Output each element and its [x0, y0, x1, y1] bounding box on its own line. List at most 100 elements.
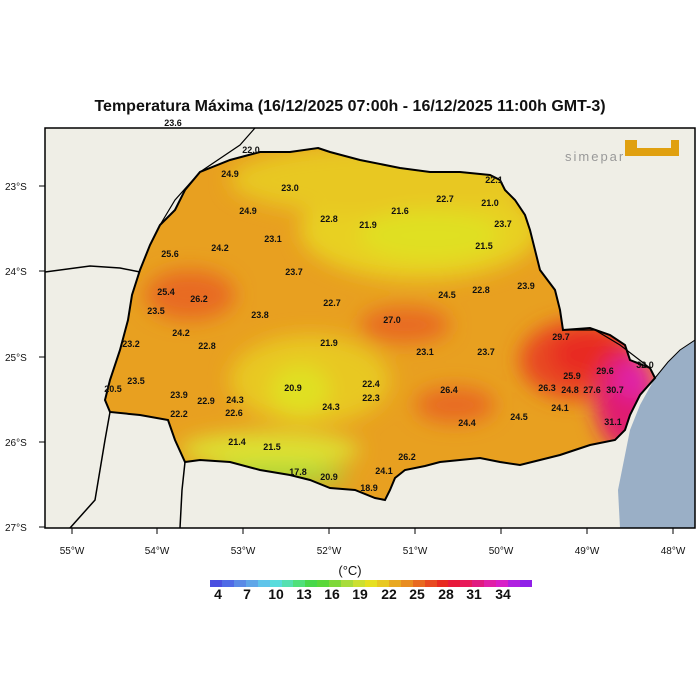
station-value: 24.5: [510, 412, 528, 422]
station-value: 23.5: [147, 306, 165, 316]
station-value: 24.3: [226, 395, 244, 405]
coastline: [654, 339, 695, 379]
colorbar-swatch: [519, 580, 532, 587]
station-value: 26.2: [190, 294, 208, 304]
station-value: 24.1: [375, 466, 393, 476]
colorbar-swatch: [400, 580, 413, 587]
station-value: 23.7: [477, 347, 495, 357]
colorbar-swatch: [496, 580, 509, 587]
station-value: 20.5: [104, 384, 122, 394]
colorbar-label: 34: [495, 586, 511, 602]
colorbar-swatch: [472, 580, 485, 587]
colorbar-swatch: [388, 580, 401, 587]
station-value: 23.1: [416, 347, 434, 357]
lat-tick-label: 23°S: [5, 182, 27, 193]
station-value: 22.0: [242, 145, 260, 155]
station-value: 23.2: [122, 339, 140, 349]
colorbar-swatch: [412, 580, 425, 587]
state-border: [563, 329, 651, 369]
station-value: 22.8: [320, 214, 338, 224]
map-title: Temperatura Máxima (16/12/2025 07:00h - …: [94, 98, 606, 115]
station-value: 20.9: [320, 472, 338, 482]
station-value: 24.2: [172, 328, 190, 338]
country-border: [69, 411, 111, 528]
station-value: 21.6: [391, 206, 409, 216]
lat-tick-label: 25°S: [5, 353, 27, 364]
state-border: [179, 461, 186, 528]
station-value: 23.9: [170, 390, 188, 400]
station-value: 21.5: [475, 241, 493, 251]
station-value: 22.1: [485, 175, 503, 185]
station-value: 23.9: [517, 281, 535, 291]
colorbar-label: 4: [214, 586, 222, 602]
station-value: 24.8: [561, 385, 579, 395]
colorbar-label: 19: [352, 586, 368, 602]
lon-tick-label: 54°W: [145, 546, 170, 557]
lon-tick-label: 52°W: [317, 546, 342, 557]
colorbar-label: 31: [466, 586, 482, 602]
colorbar-swatch: [508, 580, 520, 587]
station-value: 22.9: [197, 396, 215, 406]
colorbar-label: 13: [296, 586, 312, 602]
station-value: 22.7: [323, 298, 341, 308]
station-value: 29.6: [596, 366, 614, 376]
colorbar-swatch: [210, 580, 222, 587]
lat-tick-label: 26°S: [5, 438, 27, 449]
lon-tick-label: 53°W: [231, 546, 256, 557]
station-value: 22.4: [362, 379, 380, 389]
station-value: 29.7: [552, 332, 570, 342]
station-value: 23.5: [127, 376, 145, 386]
station-value: 22.3: [362, 393, 380, 403]
station-value: 24.3: [322, 402, 340, 412]
country-border: [45, 265, 141, 273]
station-value: 26.4: [440, 385, 458, 395]
station-value: 21.9: [320, 338, 338, 348]
state-border: [159, 128, 256, 226]
station-value: 32.0: [636, 360, 654, 370]
station-value: 23.8: [251, 310, 269, 320]
station-value: 22.8: [198, 341, 216, 351]
colorbar-label: 10: [268, 586, 284, 602]
lat-tick-label: 24°S: [5, 267, 27, 278]
longitude-ticks: 55°W 54°W 53°W 52°W 51°W 50°W 49°W 48°W: [60, 528, 686, 557]
station-value: 30.7: [606, 385, 624, 395]
colorbar-swatch: [376, 580, 389, 587]
colorbar-label: 28: [438, 586, 454, 602]
station-value: 21.5: [263, 442, 281, 452]
map-frame: [44, 127, 696, 529]
parana-state-border: [103, 146, 657, 502]
ocean: [618, 340, 695, 528]
latitude-ticks: 23°S 24°S 25°S 26°S 27°S: [5, 182, 45, 534]
station-value: 22.7: [436, 194, 454, 204]
station-labels: 23.6 22.0 24.9 23.0 24.9 22.8 21.9 21.6 22.7 21.0…: [104, 118, 654, 493]
colorbar-swatch: [364, 580, 377, 587]
station-value: 24.1: [551, 403, 569, 413]
colorbar-swatch: [424, 580, 437, 587]
station-value: 25.4: [157, 287, 175, 297]
station-value: 21.4: [228, 437, 246, 447]
lon-tick-label: 55°W: [60, 546, 85, 557]
station-value: 23.6: [164, 118, 182, 128]
svg-text:simepar: simepar: [565, 149, 625, 164]
station-value: 21.0: [481, 198, 499, 208]
colorbar-swatch: [329, 580, 342, 587]
colorbar-swatch: [341, 580, 354, 587]
simepar-logo: simepar: [565, 140, 679, 164]
station-value: 27.0: [383, 315, 401, 325]
colorbar-swatch: [281, 580, 294, 587]
colorbar-swatch: [305, 580, 318, 587]
station-value: 24.4: [458, 418, 476, 428]
station-value: 26.2: [398, 452, 416, 462]
station-value: 26.3: [538, 383, 556, 393]
colorbar-swatch: [233, 580, 246, 587]
station-value: 23.7: [494, 219, 512, 229]
station-value: 18.9: [360, 483, 378, 493]
station-value: 23.0: [281, 183, 299, 193]
colorbar-swatch: [353, 580, 365, 587]
colorbar-label: 16: [324, 586, 340, 602]
station-value: 20.9: [284, 383, 302, 393]
colorbar-label: 22: [381, 586, 397, 602]
lat-tick-label: 27°S: [5, 523, 27, 534]
station-value: 22.6: [225, 408, 243, 418]
